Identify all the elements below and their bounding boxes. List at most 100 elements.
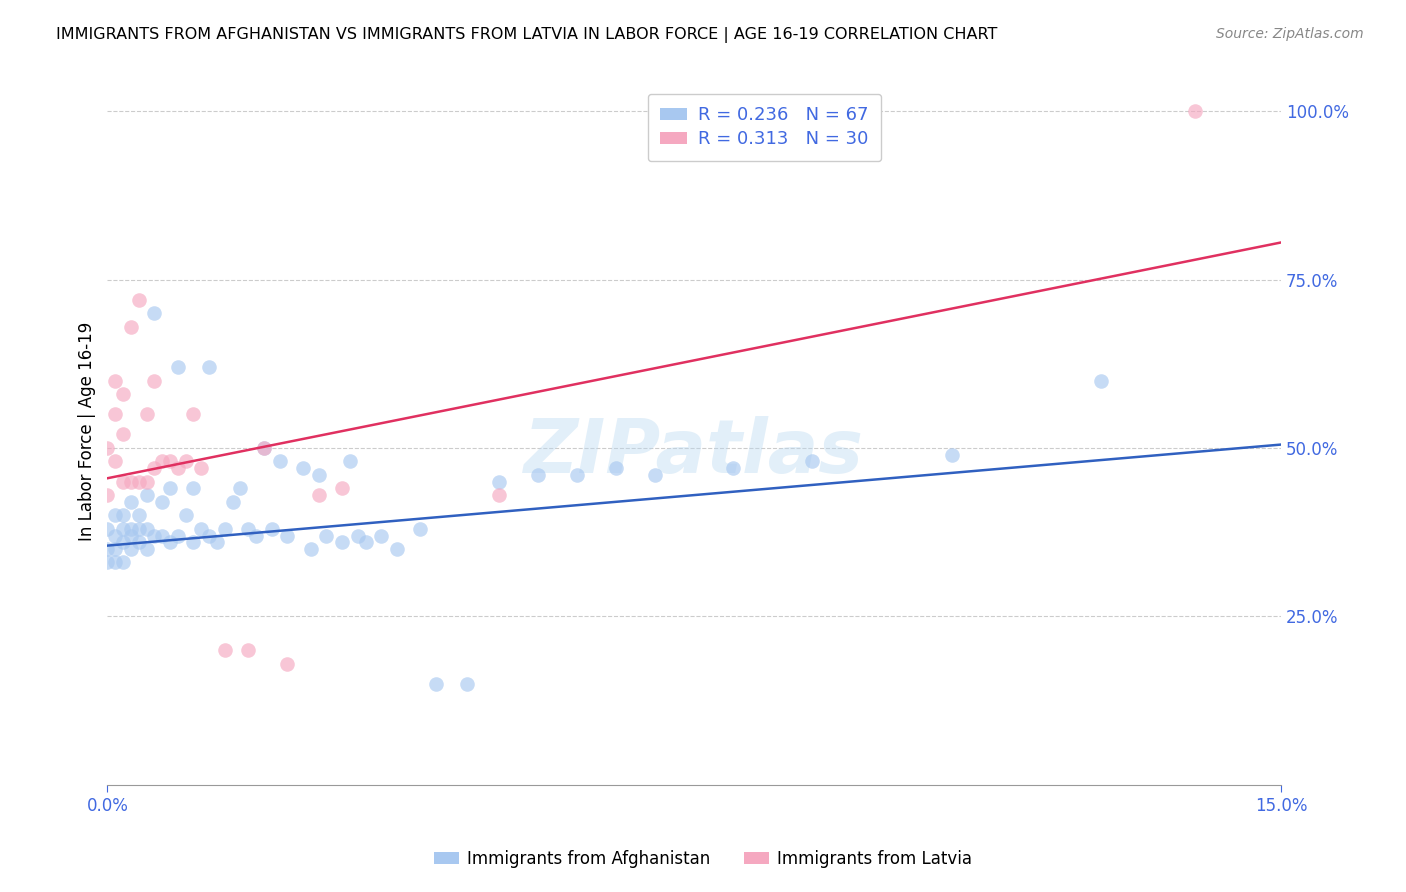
Point — [150, 528, 173, 542]
Point — [385, 541, 408, 556]
Text: ZIPatlas: ZIPatlas — [524, 416, 865, 489]
Point — [143, 461, 166, 475]
Point — [488, 475, 510, 489]
Point — [245, 528, 267, 542]
Point — [198, 528, 221, 542]
Point — [269, 454, 291, 468]
Point — [159, 454, 181, 468]
Point — [183, 481, 205, 495]
Point — [120, 475, 142, 489]
Point — [135, 407, 157, 421]
Point — [112, 522, 135, 536]
Point — [112, 427, 135, 442]
Point — [166, 360, 188, 375]
Point — [128, 293, 150, 307]
Point — [183, 535, 205, 549]
Legend: Immigrants from Afghanistan, Immigrants from Latvia: Immigrants from Afghanistan, Immigrants … — [427, 844, 979, 875]
Point — [214, 643, 236, 657]
Point — [166, 528, 188, 542]
Point — [339, 454, 361, 468]
Point — [135, 475, 157, 489]
Point — [346, 528, 368, 542]
Point — [96, 541, 118, 556]
Point — [128, 475, 150, 489]
Point — [120, 528, 142, 542]
Text: IMMIGRANTS FROM AFGHANISTAN VS IMMIGRANTS FROM LATVIA IN LABOR FORCE | AGE 16-19: IMMIGRANTS FROM AFGHANISTAN VS IMMIGRANT… — [56, 27, 998, 43]
Point — [276, 528, 298, 542]
Point — [276, 657, 298, 671]
Point — [104, 556, 127, 570]
Point — [526, 467, 548, 482]
Point — [330, 481, 353, 495]
Point — [104, 541, 127, 556]
Point — [120, 319, 142, 334]
Point — [190, 522, 212, 536]
Point — [565, 467, 588, 482]
Point — [112, 556, 135, 570]
Point — [605, 461, 627, 475]
Point — [229, 481, 252, 495]
Point — [238, 522, 260, 536]
Point — [299, 541, 322, 556]
Point — [128, 522, 150, 536]
Point — [315, 528, 337, 542]
Point — [96, 522, 118, 536]
Point — [135, 522, 157, 536]
Point — [143, 528, 166, 542]
Point — [370, 528, 392, 542]
Point — [260, 522, 283, 536]
Point — [644, 467, 666, 482]
Point — [174, 508, 197, 523]
Point — [221, 495, 243, 509]
Y-axis label: In Labor Force | Age 16-19: In Labor Force | Age 16-19 — [79, 321, 96, 541]
Point — [120, 495, 142, 509]
Point — [456, 676, 478, 690]
Point — [941, 448, 963, 462]
Point — [214, 522, 236, 536]
Point — [159, 535, 181, 549]
Point — [112, 508, 135, 523]
Point — [128, 535, 150, 549]
Point — [112, 535, 135, 549]
Point — [135, 541, 157, 556]
Point — [104, 407, 127, 421]
Point — [205, 535, 228, 549]
Point — [135, 488, 157, 502]
Legend: R = 0.236   N = 67, R = 0.313   N = 30: R = 0.236 N = 67, R = 0.313 N = 30 — [648, 94, 882, 161]
Text: Source: ZipAtlas.com: Source: ZipAtlas.com — [1216, 27, 1364, 41]
Point — [104, 454, 127, 468]
Point — [308, 488, 330, 502]
Point — [190, 461, 212, 475]
Point — [723, 461, 745, 475]
Point — [112, 387, 135, 401]
Point — [104, 528, 127, 542]
Point — [238, 643, 260, 657]
Point — [409, 522, 432, 536]
Point — [253, 441, 276, 455]
Point — [112, 475, 135, 489]
Point — [166, 461, 188, 475]
Point — [120, 522, 142, 536]
Point — [308, 467, 330, 482]
Point — [96, 488, 118, 502]
Point — [488, 488, 510, 502]
Point — [198, 360, 221, 375]
Point — [159, 481, 181, 495]
Point — [330, 535, 353, 549]
Point — [104, 374, 127, 388]
Point — [120, 541, 142, 556]
Point — [150, 495, 173, 509]
Point — [174, 454, 197, 468]
Point — [800, 454, 823, 468]
Point — [253, 441, 276, 455]
Point — [150, 454, 173, 468]
Point — [425, 676, 447, 690]
Point — [96, 556, 118, 570]
Point — [1184, 104, 1206, 119]
Point — [1090, 374, 1112, 388]
Point — [183, 407, 205, 421]
Point — [143, 374, 166, 388]
Point — [143, 306, 166, 320]
Point — [354, 535, 377, 549]
Point — [96, 441, 118, 455]
